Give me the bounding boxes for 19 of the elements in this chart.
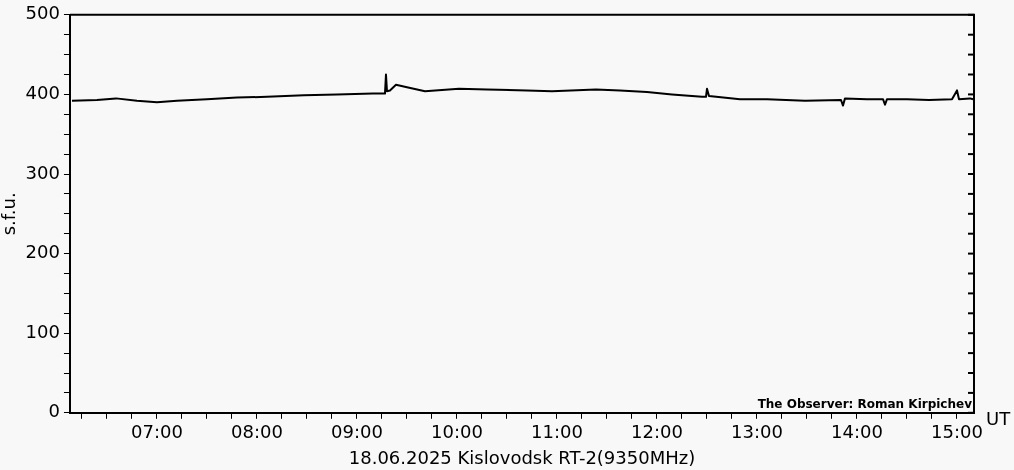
y-tick-label: 400: [25, 82, 60, 104]
x-tick-label: 10:00: [431, 421, 483, 443]
x-tick-label: 13:00: [731, 421, 783, 443]
y-tick-label: 300: [25, 161, 60, 183]
text: UT: [986, 408, 1012, 430]
y-tick-label: 500: [25, 2, 60, 24]
y-tick-label: 200: [25, 241, 60, 263]
x-tick-label: 08:00: [231, 421, 283, 443]
y-tick-label: 0: [48, 400, 60, 422]
y-axis-title: s.f.u.: [0, 192, 20, 236]
x-tick-label: 14:00: [831, 421, 883, 443]
x-tick-label: 09:00: [331, 421, 383, 443]
x-tick-label: 07:00: [131, 421, 183, 443]
annotation: The Observer: Roman Kirpichev: [757, 396, 973, 411]
x-tick-label: 11:00: [531, 421, 583, 443]
x-tick-label: 15:00: [931, 421, 983, 443]
y-tick-label: 100: [25, 320, 60, 342]
x-tick-label: 12:00: [631, 421, 683, 443]
x-axis-title: 18.06.2025 Kislovodsk RT-2(9350MHz): [348, 446, 696, 468]
